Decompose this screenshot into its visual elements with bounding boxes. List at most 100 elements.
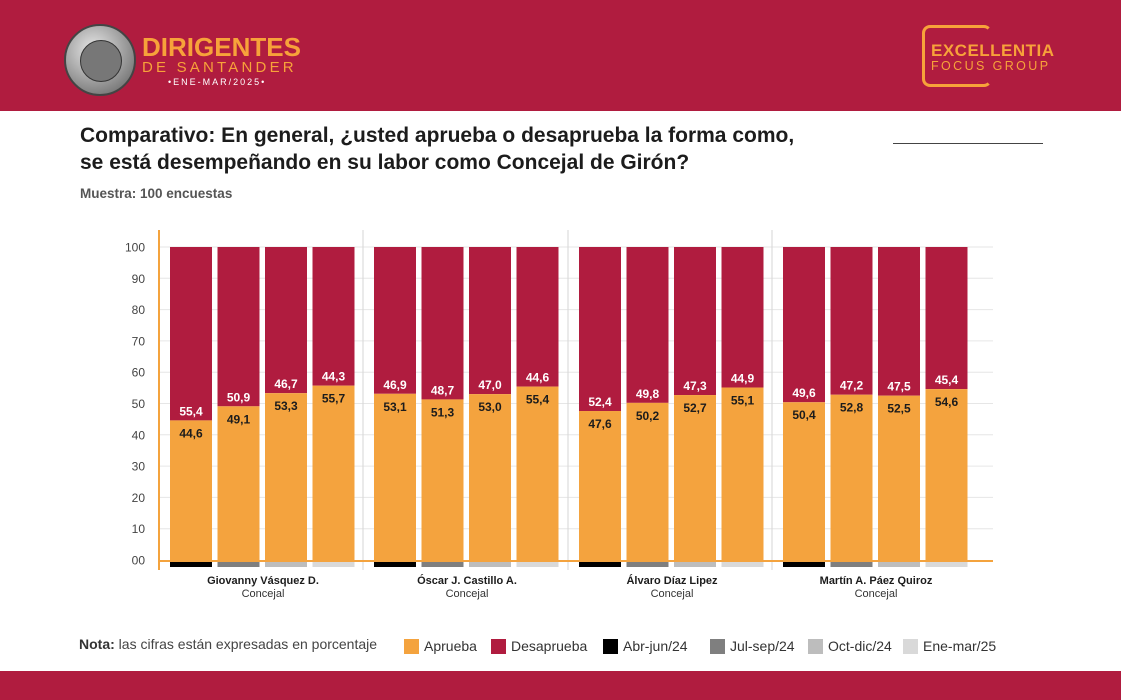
brand-main-text: DIRIGENTES [142,32,301,62]
sample-size: Muestra: 100 encuestas [80,186,233,201]
period-marker [783,561,825,567]
note-text: las cifras están expresadas en porcentaj… [114,636,378,652]
bar-desaprueba [469,247,511,395]
legend-label: Ene-mar/25 [923,638,997,654]
category-label: Giovanny Vásquez D. [207,575,319,587]
data-label-desaprueba: 44,6 [526,371,550,385]
bar-aprueba [925,389,968,560]
category-sublabel: Concejal [446,588,489,600]
category-sublabel: Concejal [651,588,694,600]
bar-aprueba [374,393,416,560]
bar-aprueba [721,387,764,560]
period-marker [878,561,920,567]
data-label-desaprueba: 47,2 [840,379,864,393]
period-marker [626,561,669,567]
bar-desaprueba [374,247,416,394]
legend-label: Abr-jun/24 [623,638,688,654]
bar-aprueba [674,395,716,560]
data-label-aprueba: 50,2 [636,409,660,423]
period-marker [830,561,873,567]
data-label-desaprueba: 47,3 [683,379,707,393]
title-line-2: se está desempeñando en su labor como Co… [80,151,690,174]
category-sublabel: Concejal [242,588,285,600]
bar-aprueba [579,411,621,560]
company-logo: EXCELLENTIA FOCUS GROUP [931,42,1055,73]
period-marker [469,561,511,567]
period-marker [312,561,355,567]
data-label-desaprueba: 48,7 [431,383,455,397]
y-tick-label: 60 [132,366,146,380]
y-tick-label: 70 [132,334,146,348]
data-label-desaprueba: 49,8 [636,387,660,401]
data-label-desaprueba: 50,9 [227,390,251,404]
bar-desaprueba [421,247,464,400]
bar-desaprueba [783,247,825,403]
data-label-desaprueba: 45,4 [935,373,959,387]
period-marker [516,561,559,567]
legend-item-desaprueba: Desaprueba [491,637,587,655]
period-marker [674,561,716,567]
bar-desaprueba [925,247,968,390]
data-label-desaprueba: 47,0 [478,378,502,392]
period-marker [925,561,968,567]
y-tick-label: 30 [132,460,146,474]
period-marker [374,561,416,567]
data-label-aprueba: 53,3 [274,399,298,413]
period-marker [170,561,212,567]
data-label-aprueba: 53,1 [383,400,407,414]
bar-aprueba [626,402,669,560]
legend-swatch [491,638,506,654]
bar-desaprueba [217,247,260,407]
category-label: Óscar J. Castillo A. [417,574,517,587]
y-tick-label: 100 [125,241,145,255]
legend-item-oct-dic-24: Oct-dic/24 [808,637,892,655]
data-label-aprueba: 50,4 [792,408,816,422]
header-bar [0,0,1121,111]
title-line-1: Comparativo: En general, ¿usted aprueba … [80,124,795,147]
legend-label: Oct-dic/24 [828,638,892,654]
data-label-aprueba: 44,6 [179,426,203,440]
bar-desaprueba [626,247,669,403]
bar-desaprueba [830,247,873,395]
legend-item-abr-jun-24: Abr-jun/24 [603,637,688,655]
data-label-aprueba: 55,1 [731,394,755,408]
period-marker [265,561,307,567]
data-label-aprueba: 47,6 [588,417,612,431]
bar-aprueba [469,394,511,560]
bar-aprueba [830,394,873,560]
chart-title: Comparativo: En general, ¿usted aprueba … [80,122,910,176]
legend-swatch [404,638,419,654]
title-underline [893,143,1043,144]
y-tick-label: 90 [132,272,146,286]
category-sublabel: Concejal [855,588,898,600]
bar-desaprueba [721,247,764,388]
bar-aprueba [170,420,212,560]
speech-bubble-icon [922,25,992,87]
note: Nota: las cifras están expresadas en por… [79,636,377,652]
bar-desaprueba [516,247,559,387]
legend-swatch [903,638,918,654]
legend-label: Jul-sep/24 [730,638,795,654]
y-tick-label: 80 [132,303,146,317]
bar-aprueba [421,399,464,560]
bar-aprueba [217,406,260,560]
legend-label: Aprueba [424,638,477,654]
brand-sub-text: DE SANTANDER [142,59,297,76]
y-tick-label: 20 [132,491,146,505]
data-label-aprueba: 52,5 [887,402,911,416]
brand-date-text: •ENE-MAR/2025• [168,77,267,87]
data-label-aprueba: 55,7 [322,392,346,406]
company-sub-text: FOCUS GROUP [931,59,1051,73]
y-tick-label: 10 [132,522,146,536]
data-label-desaprueba: 44,3 [322,370,346,384]
period-marker [421,561,464,567]
data-label-desaprueba: 49,6 [792,386,816,400]
brand-logo: DIRIGENTES DE SANTANDER •ENE-MAR/2025• [142,34,301,88]
legend-swatch [710,638,725,654]
bar-aprueba [312,385,355,560]
legend-item-jul-sep-24: Jul-sep/24 [710,637,795,655]
legend-item-ene-mar-25: Ene-mar/25 [903,637,996,655]
footer-bar [0,671,1121,700]
bar-desaprueba [312,247,355,386]
